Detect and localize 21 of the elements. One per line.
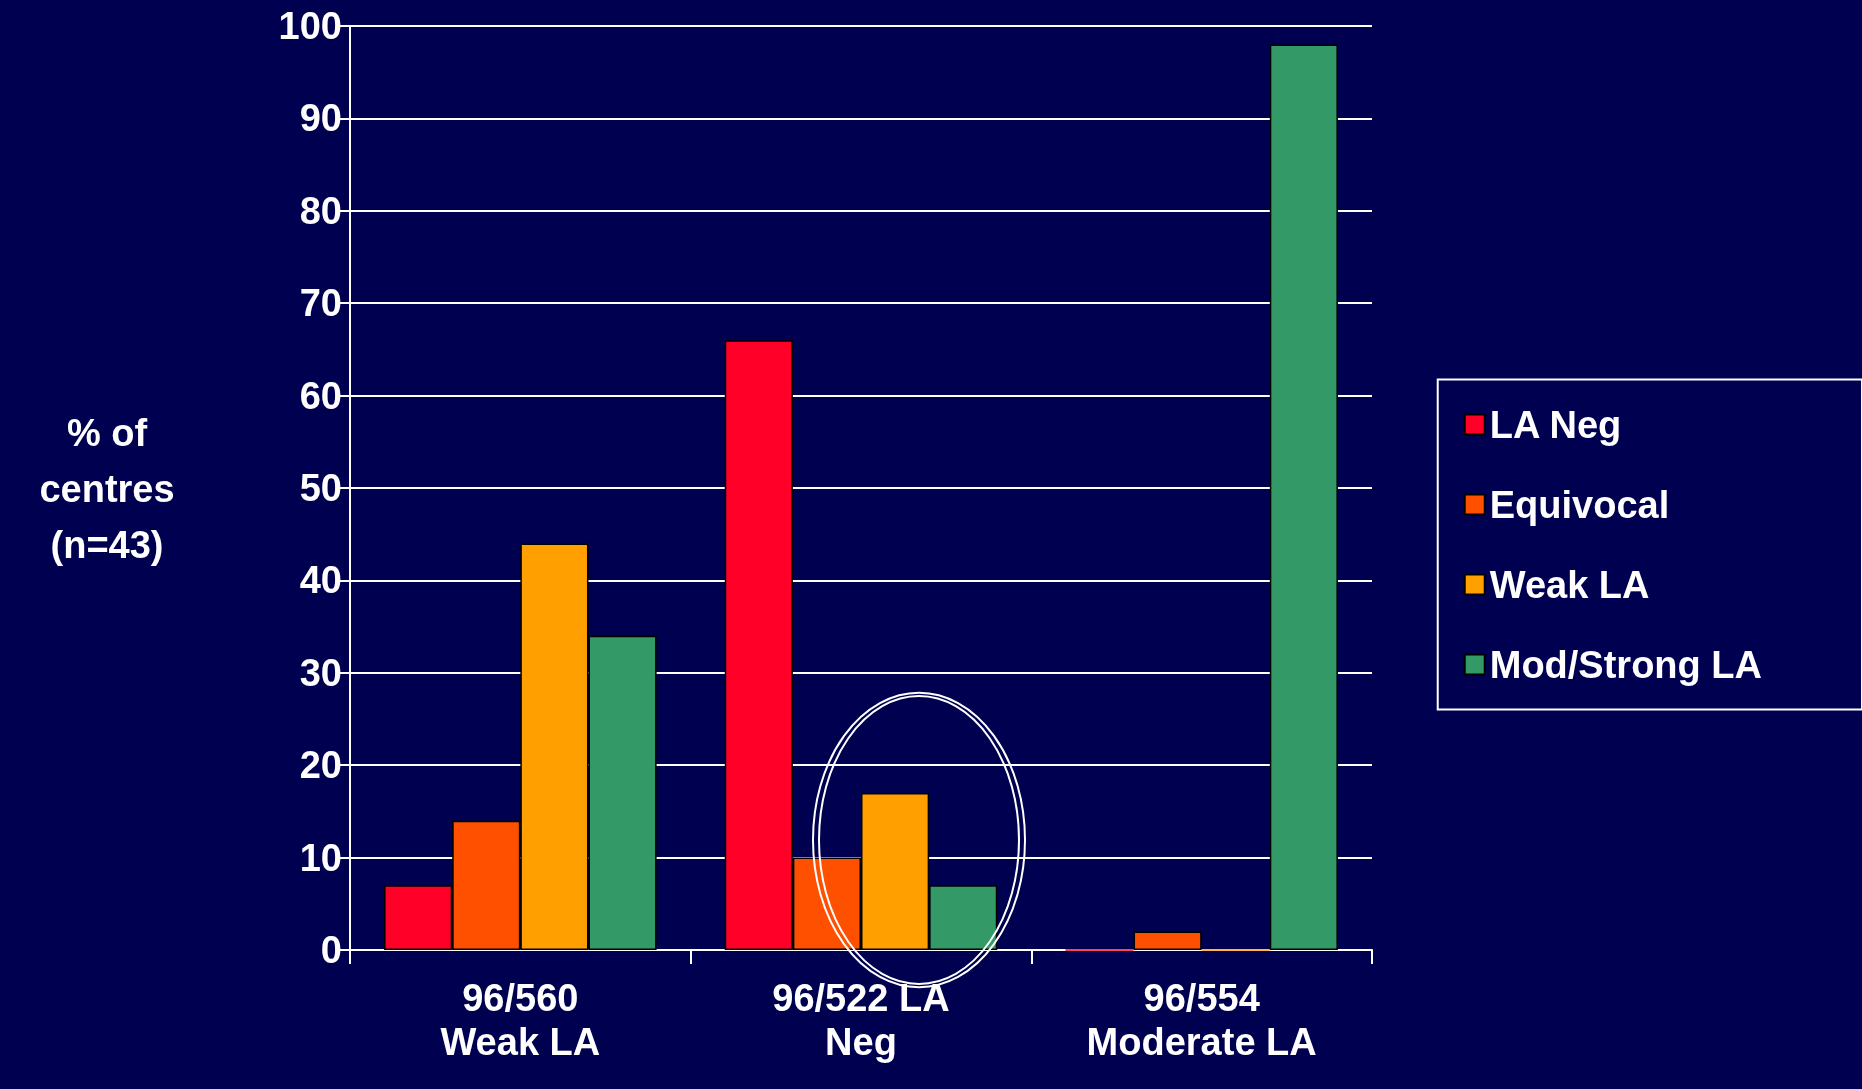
x-tick-label: 96/560 Weak LA [440,977,601,1063]
y-tick-label: 60 [299,374,342,417]
y-tick-label: 100 [278,5,342,47]
bar [1133,931,1202,950]
legend-label: Equivocal [1489,483,1670,526]
y-tick-label: 30 [299,651,342,694]
y-tick-label: 10 [299,836,342,879]
y-axis-title: % of centres (n=43) [39,412,175,566]
bar [1269,44,1338,950]
x-tick-label: 96/554 Moderate LA [1086,977,1317,1063]
legend-label: Weak LA [1489,563,1650,606]
y-tick-label: 20 [299,744,342,787]
x-tick-label: 96/522 LA Neg [772,977,950,1063]
y-tick-label: 80 [299,189,342,232]
y-tick-label: 40 [299,559,342,602]
y-tick-label: 70 [299,282,342,325]
y-tick-label: 90 [299,97,342,140]
y-tick-label: 0 [320,929,342,971]
y-tick-label: 50 [299,467,342,509]
legend-label: Mod/Strong LA [1489,643,1763,686]
legend-label: LA Neg [1489,403,1622,446]
